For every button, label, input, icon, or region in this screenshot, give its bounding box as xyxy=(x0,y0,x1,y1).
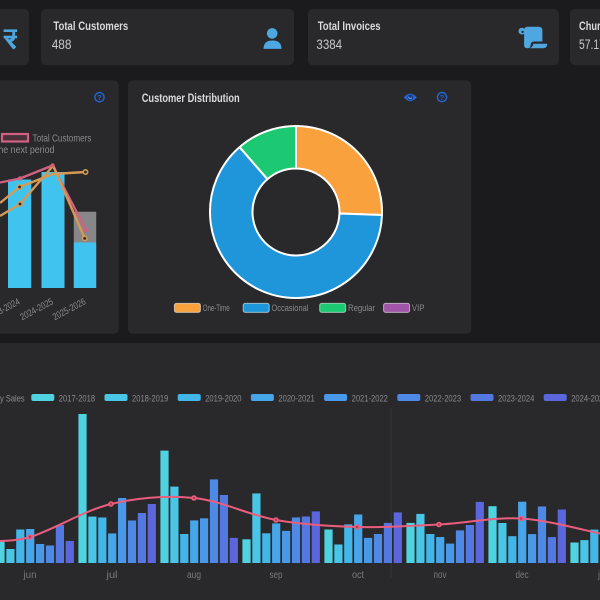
svg-text:sep: sep xyxy=(270,570,283,581)
svg-text:Total Customers: Total Customers xyxy=(53,19,128,33)
svg-text:One-Time: One-Time xyxy=(203,303,230,314)
svg-text:3384: 3384 xyxy=(316,36,342,52)
svg-text:488: 488 xyxy=(52,36,72,52)
svg-text:VIP: VIP xyxy=(412,303,425,314)
svg-text:2024-2025: 2024-2025 xyxy=(571,393,600,403)
svg-text:Occasional: Occasional xyxy=(272,303,309,314)
svg-text:Regular: Regular xyxy=(348,303,375,314)
svg-text:Customer Distribution: Customer Distribution xyxy=(142,91,240,105)
svg-text:2018-2019: 2018-2019 xyxy=(132,393,168,403)
svg-text:dec: dec xyxy=(516,570,529,581)
svg-text:jun: jun xyxy=(23,570,37,581)
svg-text:2019-2020: 2019-2020 xyxy=(205,393,241,403)
svg-text:2023-2024: 2023-2024 xyxy=(498,393,534,403)
svg-text:2022-2023: 2022-2023 xyxy=(425,393,461,403)
svg-text:Total Customers: Total Customers xyxy=(33,133,92,144)
svg-text:oct: oct xyxy=(352,570,364,581)
svg-text:?: ? xyxy=(97,93,102,102)
svg-text:?: ? xyxy=(440,93,445,102)
svg-text:Churn Rate: Churn Rate xyxy=(579,19,600,33)
svg-text:Prediction for the next period: Prediction for the next period xyxy=(0,145,54,156)
svg-text:Total Invoices: Total Invoices xyxy=(318,19,381,33)
svg-text:jul: jul xyxy=(105,570,117,581)
svg-text:nov: nov xyxy=(434,570,447,581)
svg-text:Monthly Sales: Monthly Sales xyxy=(0,393,25,403)
svg-text:jan: jan xyxy=(597,570,600,581)
svg-text:2017-2018: 2017-2018 xyxy=(59,393,95,403)
svg-text:2021-2022: 2021-2022 xyxy=(352,393,388,403)
svg-text:aug: aug xyxy=(187,570,201,581)
svg-text:57.17%: 57.17% xyxy=(579,36,600,52)
svg-text:2020-2021: 2020-2021 xyxy=(278,393,314,403)
